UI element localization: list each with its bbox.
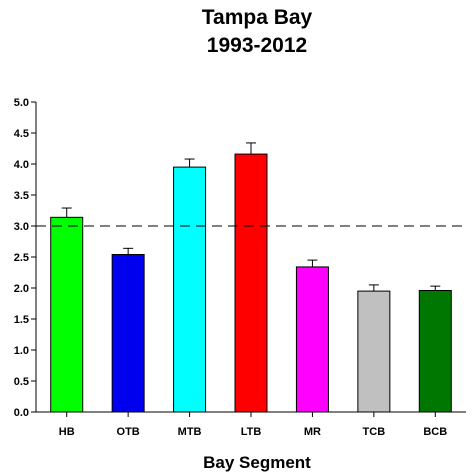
- x-tick-label-mr: MR: [304, 426, 321, 438]
- y-tick-label: 4.5: [14, 128, 29, 140]
- y-tick-label: 2.5: [14, 252, 29, 264]
- x-axis-title: Bay Segment: [203, 453, 311, 472]
- x-tick-label-mtb: MTB: [178, 426, 202, 438]
- bar-tcb: [357, 290, 391, 413]
- y-tick-label: 3.5: [14, 190, 29, 202]
- bar-otb: [111, 254, 145, 413]
- y-tick-label: 5.0: [14, 97, 29, 109]
- y-tick-label: 0.0: [14, 407, 29, 419]
- x-axis-ticks: HB OTB MTB LTB MR TCB BCB: [59, 412, 447, 438]
- x-tick-label-otb: OTB: [117, 426, 140, 438]
- y-tick-label: 4.0: [14, 159, 29, 171]
- y-axis-ticks: 0.0 0.5 1.0 1.5 2.0 2.5 3.0 3.5 4.0 4.5 5.0: [14, 97, 36, 419]
- bar-hb: [50, 216, 84, 413]
- x-tick-label-tcb: TCB: [363, 426, 386, 438]
- y-tick-label: 1.0: [14, 345, 29, 357]
- x-tick-label-bcb: BCB: [423, 426, 447, 438]
- chart-title: Tampa Bay: [202, 6, 313, 29]
- bar-bcb: [418, 289, 452, 413]
- chart-subtitle: 1993-2012: [207, 34, 307, 57]
- bar-mtb: [173, 166, 207, 413]
- y-tick-label: 1.5: [14, 314, 29, 326]
- y-tick-label: 3.0: [14, 221, 29, 233]
- bars-group: [50, 142, 452, 413]
- x-tick-label-hb: HB: [59, 426, 75, 438]
- bar-mr: [295, 266, 329, 413]
- x-tick-label-ltb: LTB: [241, 426, 262, 438]
- bar-ltb: [234, 153, 268, 413]
- y-tick-label: 2.0: [14, 283, 29, 295]
- y-tick-label: 0.5: [14, 376, 29, 388]
